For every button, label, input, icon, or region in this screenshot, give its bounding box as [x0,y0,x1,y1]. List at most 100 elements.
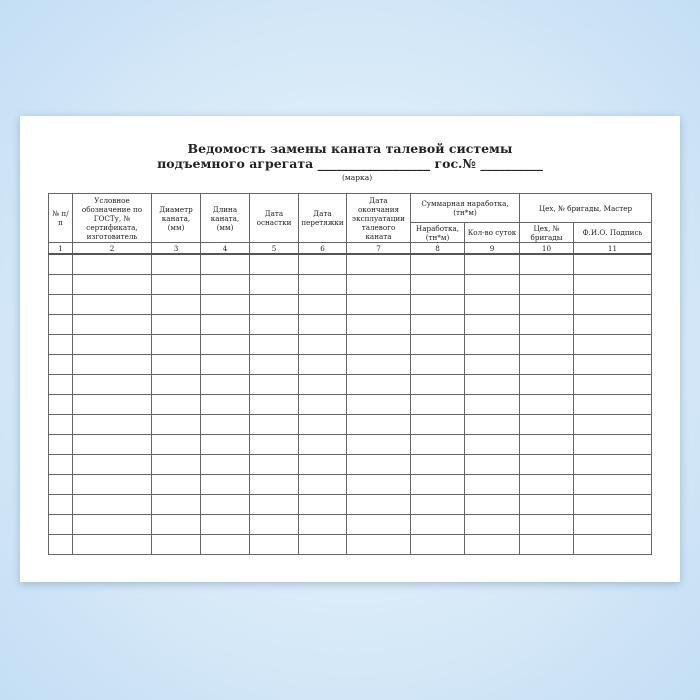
table-cell[interactable] [249,314,299,335]
table-cell[interactable] [200,274,250,295]
table-cell[interactable] [346,253,411,275]
table-cell[interactable] [72,394,152,415]
table-cell[interactable] [464,314,520,335]
table-cell[interactable] [48,314,73,335]
table-cell[interactable] [298,314,347,335]
table-cell[interactable] [200,454,250,475]
table-cell[interactable] [200,253,250,275]
table-cell[interactable] [151,514,201,535]
table-cell[interactable] [48,494,73,515]
table-cell[interactable] [573,253,652,275]
table-cell[interactable] [346,514,411,535]
table-cell[interactable] [151,334,201,355]
table-cell[interactable] [200,514,250,535]
table-cell[interactable] [464,414,520,435]
table-cell[interactable] [298,253,347,275]
table-cell[interactable] [346,534,411,555]
table-cell[interactable] [200,354,250,375]
table-cell[interactable] [464,374,520,395]
table-cell[interactable] [519,474,574,495]
table-cell[interactable] [200,434,250,455]
table-cell[interactable] [200,374,250,395]
table-cell[interactable] [519,514,574,535]
table-cell[interactable] [151,454,201,475]
table-cell[interactable] [249,274,299,295]
table-cell[interactable] [573,494,652,515]
table-cell[interactable] [346,294,411,315]
table-cell[interactable] [464,514,520,535]
table-cell[interactable] [249,434,299,455]
table-cell[interactable] [72,474,152,495]
table-cell[interactable] [298,534,347,555]
table-cell[interactable] [298,274,347,295]
table-cell[interactable] [410,294,465,315]
table-cell[interactable] [151,374,201,395]
table-cell[interactable] [410,474,465,495]
table-cell[interactable] [346,374,411,395]
table-cell[interactable] [151,314,201,335]
table-cell[interactable] [48,253,73,275]
table-cell[interactable] [48,434,73,455]
table-cell[interactable] [573,434,652,455]
table-cell[interactable] [200,334,250,355]
table-cell[interactable] [151,294,201,315]
table-cell[interactable] [464,253,520,275]
table-cell[interactable] [573,414,652,435]
table-cell[interactable] [573,514,652,535]
table-cell[interactable] [410,434,465,455]
table-cell[interactable] [48,294,73,315]
table-cell[interactable] [573,394,652,415]
table-cell[interactable] [519,434,574,455]
table-cell[interactable] [573,334,652,355]
table-cell[interactable] [410,394,465,415]
table-cell[interactable] [464,434,520,455]
table-cell[interactable] [249,294,299,315]
table-cell[interactable] [200,494,250,515]
table-cell[interactable] [72,294,152,315]
table-cell[interactable] [48,394,73,415]
table-cell[interactable] [72,414,152,435]
table-cell[interactable] [249,454,299,475]
table-cell[interactable] [200,314,250,335]
table-cell[interactable] [48,514,73,535]
table-cell[interactable] [573,454,652,475]
table-cell[interactable] [48,374,73,395]
table-cell[interactable] [573,354,652,375]
table-cell[interactable] [519,454,574,475]
table-cell[interactable] [72,354,152,375]
table-cell[interactable] [151,474,201,495]
table-cell[interactable] [298,374,347,395]
table-cell[interactable] [410,534,465,555]
table-cell[interactable] [72,434,152,455]
table-cell[interactable] [519,414,574,435]
table-cell[interactable] [464,394,520,415]
table-cell[interactable] [298,514,347,535]
table-cell[interactable] [151,534,201,555]
table-cell[interactable] [48,334,73,355]
table-cell[interactable] [464,474,520,495]
table-cell[interactable] [346,474,411,495]
table-cell[interactable] [200,394,250,415]
table-cell[interactable] [519,334,574,355]
table-cell[interactable] [464,274,520,295]
table-cell[interactable] [519,394,574,415]
table-cell[interactable] [298,294,347,315]
table-cell[interactable] [249,354,299,375]
table-cell[interactable] [48,354,73,375]
table-cell[interactable] [464,334,520,355]
table-cell[interactable] [573,474,652,495]
table-cell[interactable] [200,474,250,495]
table-cell[interactable] [346,414,411,435]
table-cell[interactable] [151,274,201,295]
table-cell[interactable] [410,274,465,295]
table-cell[interactable] [410,514,465,535]
table-cell[interactable] [519,494,574,515]
table-cell[interactable] [298,394,347,415]
table-cell[interactable] [200,414,250,435]
table-cell[interactable] [249,334,299,355]
table-cell[interactable] [410,454,465,475]
table-cell[interactable] [410,253,465,275]
table-cell[interactable] [410,374,465,395]
table-cell[interactable] [519,534,574,555]
table-cell[interactable] [72,514,152,535]
